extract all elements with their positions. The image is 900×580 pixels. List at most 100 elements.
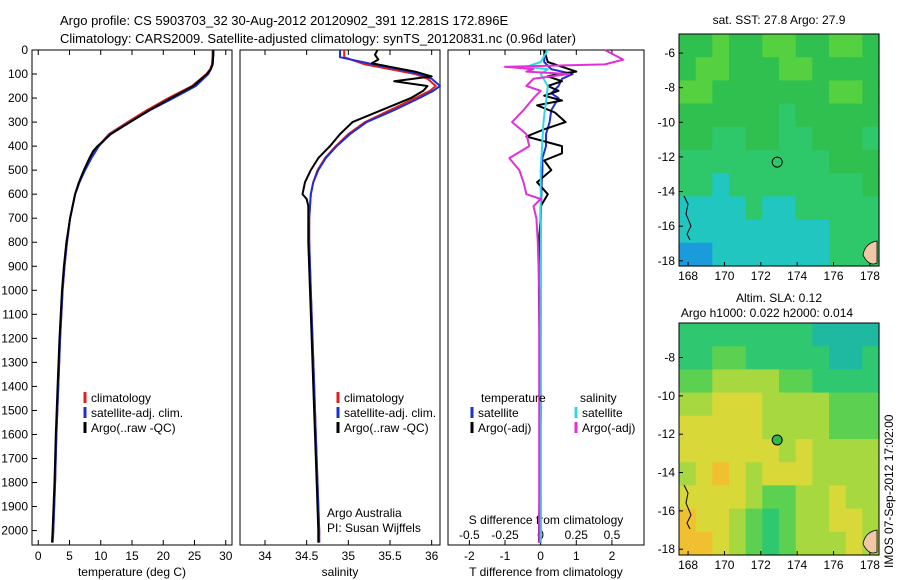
map-cell [812,103,830,128]
map-cell [745,392,763,417]
map-cell [695,415,713,440]
x-tick-label: 0 [537,549,544,563]
map-cell [795,392,813,417]
x-tick-label: -2 [464,549,475,563]
map-cell [729,531,747,556]
legend-title-temperature: temperature [481,391,546,405]
map-cell [845,346,863,370]
y-tick-label: 700 [8,211,28,225]
map-cell [845,415,863,440]
map-cell [695,242,713,267]
map-cell [829,173,847,197]
map-cell [712,462,730,486]
map-y-tick-label: -10 [658,389,676,403]
map-frame [678,33,880,267]
map-cell [762,219,780,244]
map-cell [729,439,747,463]
map-cell [829,126,847,151]
map-cell [679,323,697,347]
header-line-2: Climatology: CARS2009. Satellite-adjuste… [60,31,576,46]
map-cell [712,346,730,370]
map-cell [729,508,747,533]
x2-tick-label: -0.25 [491,528,519,542]
map-cell [779,80,797,105]
map-cell [862,173,880,197]
map-y-tick-label: -18 [658,254,676,268]
map-cell [695,126,713,151]
map-cell [695,439,713,463]
x-tick-label: 25 [188,549,202,563]
map-y-tick-label: -10 [658,115,676,129]
map-cell [712,531,730,556]
map-cell [695,508,713,533]
map-cell [712,196,730,221]
map-cell [845,150,863,174]
y-tick-label: 400 [8,139,28,153]
map-cell [845,508,863,533]
map-cell [779,346,797,370]
y-tick-label: 1400 [1,379,28,393]
map-cell [845,80,863,105]
y-tick-label: 1100 [2,307,28,321]
map-cell [862,34,880,58]
map-cell [795,219,813,244]
argo-position-marker [771,156,783,168]
map-cell [729,80,747,105]
map-cell [829,369,847,394]
map-cell [862,485,880,510]
legend-title-salinity: salinity [580,391,617,405]
map-cell [795,346,813,370]
credit-line-2: PI: Susan Wijffels [327,521,421,535]
y-tick-label: 1500 [1,403,28,417]
map-cell [729,485,747,510]
y-tick-label: 1300 [1,355,28,369]
map-cell [779,462,797,486]
map-cell [779,219,797,244]
map-cell [712,508,730,533]
map-cell [779,196,797,221]
map-cell [745,508,763,533]
map-cell [795,531,813,556]
map-cell [695,219,713,244]
x-tick-label: 35 [342,549,356,563]
map-cell [812,415,830,440]
map-cell [779,369,797,394]
map-cell [829,242,847,267]
legend-entry: satellite [582,406,623,420]
map-cell [745,462,763,486]
map-cell [795,323,813,347]
map-x-tick-label: 172 [751,558,771,572]
island-shape [862,529,878,554]
map-cell [745,369,763,394]
x-tick-label: 20 [157,549,171,563]
map-cell [795,415,813,440]
argo-position-marker [771,434,783,446]
map-cell [862,508,880,533]
map-cell [829,103,847,128]
map-cell [779,415,797,440]
legend-entry: climatology [344,391,404,405]
map-cell [845,34,863,58]
map-cell [729,103,747,128]
map-cell [829,531,847,556]
y-tick-label: 300 [8,115,28,129]
series-line-salinity-satellite [525,49,549,543]
coastline-shape [683,484,692,530]
map-cell [729,242,747,267]
island-shape [862,240,878,265]
map-cell [695,392,713,417]
plot-frame [239,49,441,546]
sla-map-panel: 168 170 172 174 176 178 -8 -10 -12 -14 -16 -18 Altim… [658,291,881,572]
map-cell [679,34,697,58]
temperature-profile-panel: 0 5 10 15 20 25 300100200300400500600700800900… [1,43,232,579]
map-cell [779,150,797,174]
x-tick-label: 2 [609,549,616,563]
map-cell [712,392,730,417]
map-cell [679,485,697,510]
map-cell [795,242,813,267]
x-tick-label: 34.5 [295,549,319,563]
x-tick-label: 5 [66,549,73,563]
map-cell [829,485,847,510]
map-cell [862,80,880,105]
plot-frame [447,49,645,546]
